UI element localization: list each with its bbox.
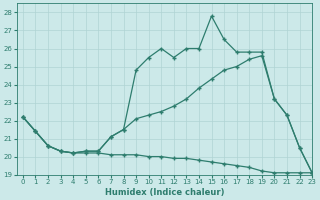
X-axis label: Humidex (Indice chaleur): Humidex (Indice chaleur)	[105, 188, 224, 197]
